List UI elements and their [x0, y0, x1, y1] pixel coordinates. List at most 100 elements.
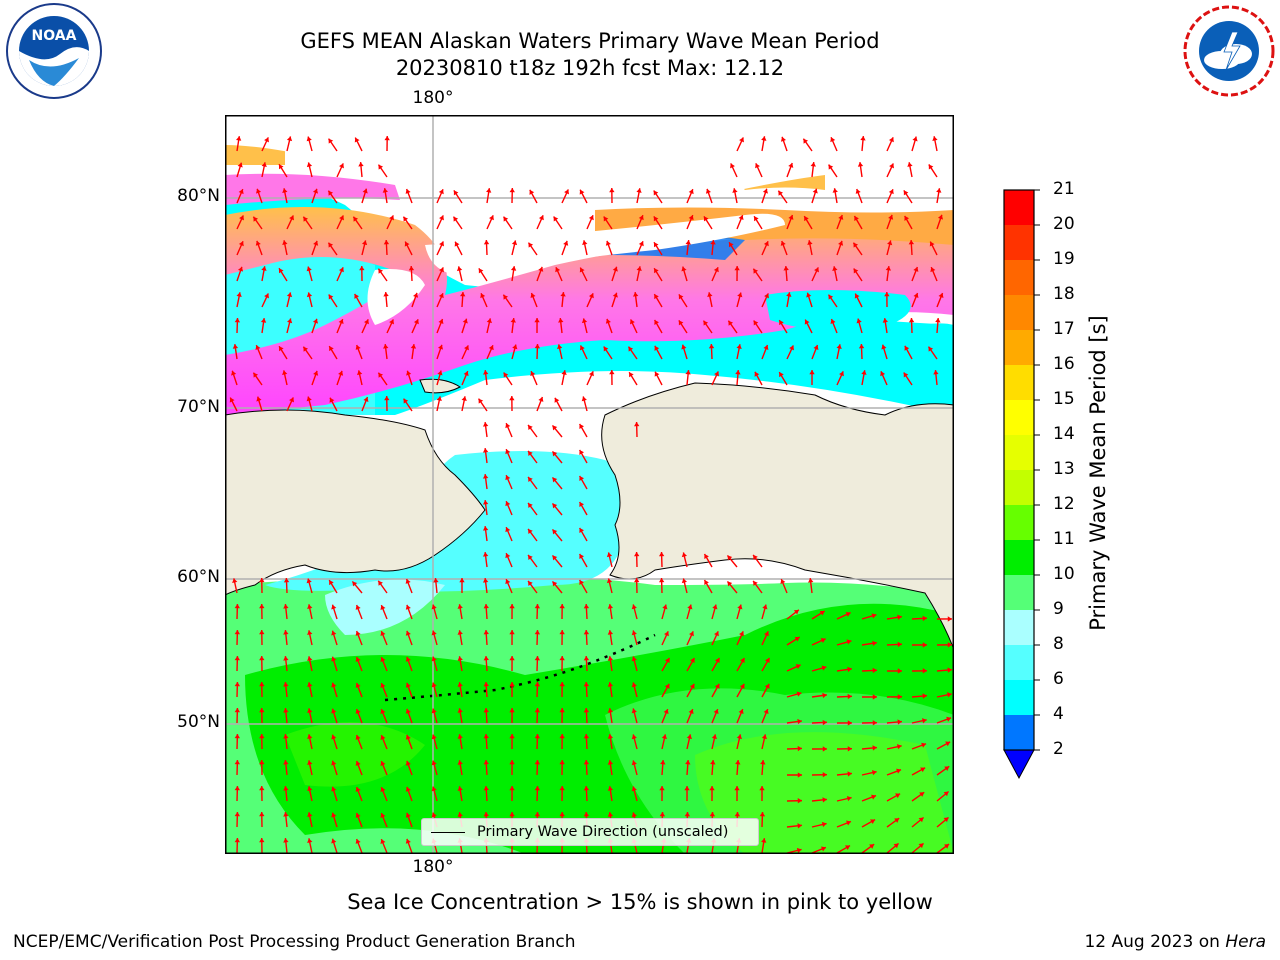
wave-arrow-head: [486, 188, 492, 193]
wave-arrow-head: [528, 580, 533, 586]
wave-arrow-head: [307, 656, 313, 662]
wave-arrow-head: [793, 609, 799, 615]
wave-arrow-head: [361, 240, 368, 246]
wave-arrow-head: [653, 190, 659, 196]
wave-arrow-head: [483, 604, 489, 609]
wave-arrow-head: [560, 292, 566, 297]
wave-arrow-head: [483, 760, 489, 765]
wave-arrow-head: [259, 708, 265, 713]
wave-arrow-head: [331, 656, 337, 662]
wave-arrow-head: [583, 786, 590, 791]
wave-arrow-head: [896, 744, 902, 750]
colorbar-tick-label: 20: [1053, 214, 1075, 234]
wave-arrow-head: [607, 734, 614, 739]
wave-arrow-head: [439, 215, 444, 221]
wave-arrow-head: [534, 682, 541, 687]
wave-arrow-head: [234, 682, 240, 687]
wave-arrow-head: [653, 242, 659, 248]
wave-arrow-head: [712, 604, 718, 610]
wave-arrow-head: [869, 844, 875, 849]
wave-arrow-head: [739, 137, 744, 143]
wave-arrow-head: [234, 318, 241, 323]
wave-arrow-head: [908, 240, 915, 245]
wave-arrow-head: [552, 451, 558, 457]
wave-arrow-head: [689, 631, 694, 637]
wave-arrow-head: [605, 318, 611, 324]
wave-arrow-head: [932, 136, 938, 141]
wave-arrow-head: [897, 694, 902, 700]
wave-arrow-head: [796, 691, 802, 697]
wave-arrow-head: [728, 320, 734, 326]
wave-arrow-head: [480, 293, 486, 299]
wave-arrow-head: [234, 708, 240, 713]
wave-arrow-head: [530, 371, 536, 377]
wave-arrow-head: [287, 318, 293, 324]
wave-arrow-head: [897, 668, 902, 674]
wave-arrow-head: [872, 720, 877, 726]
wave-arrow-head: [944, 844, 950, 849]
wave-arrow-head: [810, 162, 816, 167]
wave-arrow-head: [628, 346, 634, 352]
wave-arrow-head: [828, 294, 834, 300]
wave-arrow-head: [328, 242, 334, 248]
wave-arrow-head: [384, 396, 390, 401]
wave-arrow-head: [703, 216, 709, 222]
wave-arrow-head: [714, 631, 719, 637]
wave-arrow-head: [503, 372, 509, 378]
wave-arrow-head: [797, 718, 802, 725]
wave-arrow-head: [893, 843, 899, 849]
wave-arrow-head: [636, 188, 642, 193]
colorbar-tick-label: 2: [1053, 739, 1064, 759]
lat-label-80n: 80°N: [177, 186, 220, 206]
wave-arrow-head: [307, 682, 313, 688]
wave-arrow-head: [664, 683, 670, 689]
wave-arrow-head: [453, 190, 459, 196]
wave-arrow-head: [935, 318, 941, 323]
wave-arrow-head: [282, 370, 288, 376]
wave-arrow-head: [885, 266, 892, 271]
wave-arrow-head: [583, 656, 590, 661]
noaa-logo-text: NOAA: [32, 28, 77, 44]
wave-arrow-head: [854, 293, 860, 299]
wave-arrow-head: [534, 630, 541, 635]
wave-arrow-head: [807, 240, 813, 245]
wave-arrow-head: [685, 240, 691, 245]
wave-arrow-head: [328, 190, 334, 196]
wave-arrow-head: [845, 612, 851, 617]
wave-arrow-head: [633, 292, 639, 297]
wave-arrow-head: [609, 370, 615, 375]
wave-arrow-head: [283, 812, 289, 817]
wave-arrow-head: [788, 162, 794, 168]
wave-arrow-head: [534, 734, 541, 739]
wave-arrow-head: [559, 734, 565, 739]
lon-label-top-180: 180°: [412, 88, 454, 108]
wave-arrow-head: [255, 345, 261, 351]
wave-arrow-head: [738, 215, 744, 221]
colorbar-tick-label: 4: [1053, 704, 1064, 724]
wave-arrow-head: [234, 630, 240, 635]
wave-arrow-head: [354, 293, 360, 299]
wave-arrow-head: [654, 294, 659, 300]
wave-arrow-head: [329, 580, 334, 586]
wave-arrow-head: [579, 423, 585, 429]
wave-arrow-head: [881, 344, 887, 350]
wave-arrow-head: [306, 266, 312, 272]
wave-arrow-head: [714, 657, 720, 663]
lat-label-70n: 70°N: [177, 397, 220, 417]
wave-arrow-head: [889, 163, 894, 169]
wave-arrow-head: [559, 656, 565, 661]
wave-arrow-head: [261, 162, 267, 167]
wave-arrow-head: [812, 188, 818, 194]
wave-arrow-head: [808, 578, 814, 583]
wave-arrow-head: [461, 396, 467, 401]
wave-arrow-head: [505, 475, 511, 481]
wave-arrow-head: [780, 579, 786, 585]
wave-arrow-head: [579, 189, 585, 195]
wave-arrow-head: [534, 760, 541, 765]
wave-arrow-head: [918, 843, 924, 849]
colorbar-segment: [1004, 260, 1034, 295]
wave-arrow-head: [364, 319, 369, 325]
wave-arrow-head: [739, 657, 745, 663]
colorbar-tick-label: 6: [1053, 669, 1064, 689]
colorbar-segment: [1004, 190, 1034, 225]
